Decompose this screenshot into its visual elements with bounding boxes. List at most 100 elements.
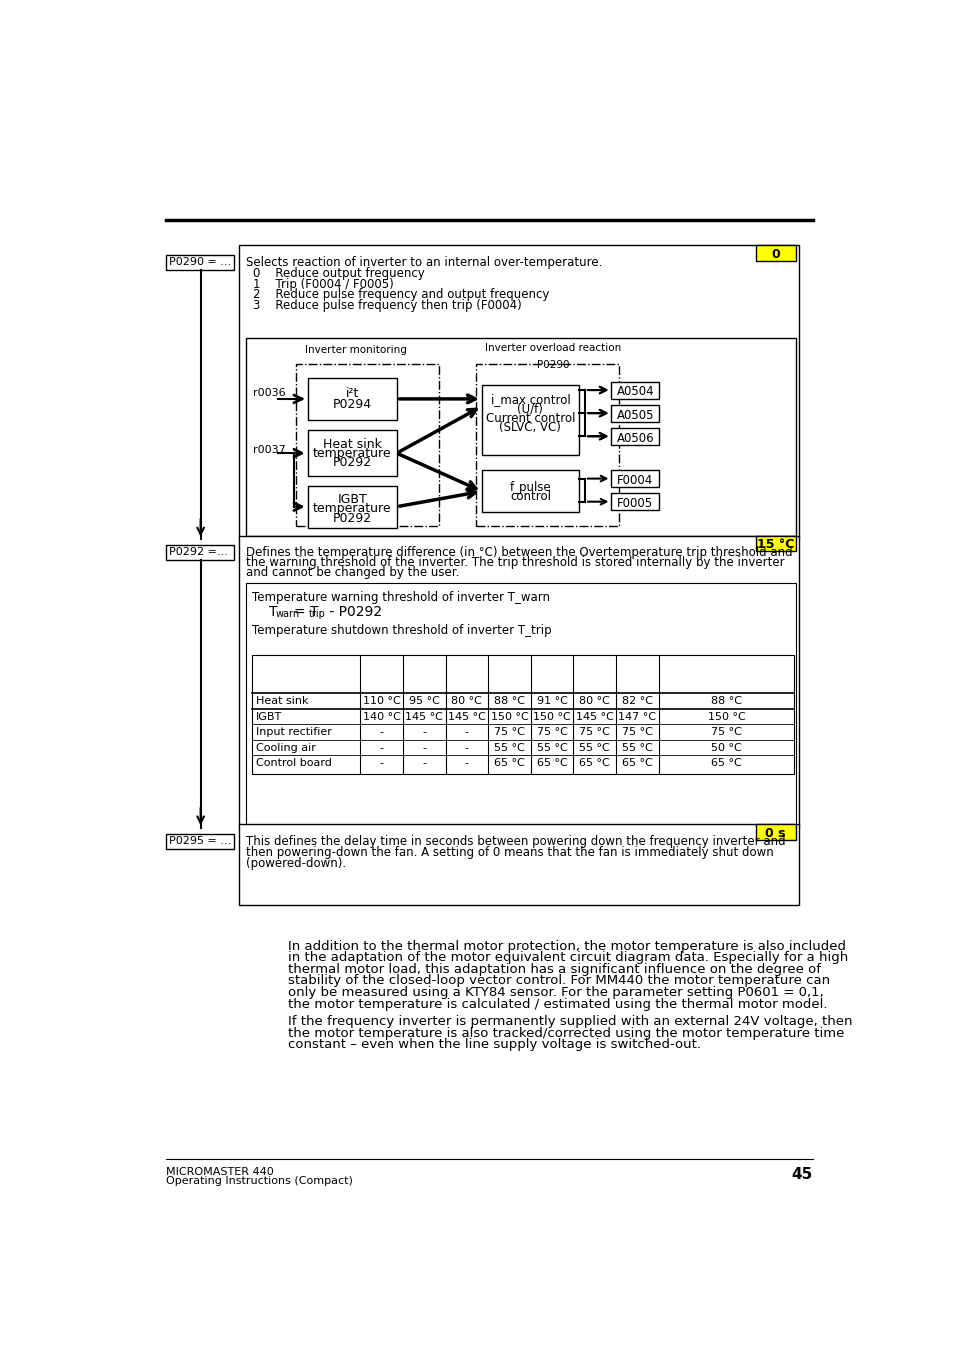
Text: 75 °C: 75 °C [578,727,610,738]
FancyBboxPatch shape [611,493,659,511]
FancyBboxPatch shape [245,584,795,825]
Text: -: - [422,758,426,769]
Text: -: - [379,743,383,753]
Text: 150 °C: 150 °C [707,712,744,721]
Text: 150 °C: 150 °C [490,712,528,721]
Text: 65 °C: 65 °C [494,758,524,769]
Text: 45: 45 [791,1167,812,1182]
FancyBboxPatch shape [166,544,233,561]
FancyBboxPatch shape [611,405,659,422]
Text: 95 °C: 95 °C [408,697,439,707]
Text: 145 °C: 145 °C [576,712,613,721]
Text: -: - [464,743,468,753]
Text: Defines the temperature difference (in °C) between the Overtemperature trip thre: Defines the temperature difference (in °… [245,546,791,559]
Text: Operating Instructions (Compact): Operating Instructions (Compact) [166,1177,353,1186]
FancyBboxPatch shape [755,535,795,551]
FancyBboxPatch shape [481,470,578,512]
Text: 88 °C: 88 °C [494,697,524,707]
Text: the motor temperature is calculated / estimated using the thermal motor model.: the motor temperature is calculated / es… [288,997,827,1011]
Text: - P0292: - P0292 [324,605,381,619]
Text: r0036: r0036 [253,389,285,399]
Text: i_max control: i_max control [490,393,570,407]
Text: F0004: F0004 [617,474,653,486]
Text: in the adaptation of the motor equivalent circuit diagram data. Especially for a: in the adaptation of the motor equivalen… [288,951,847,965]
Text: 75 °C: 75 °C [494,727,524,738]
Text: 0: 0 [770,247,780,261]
Text: then powering-down the fan. A setting of 0 means that the fan is immediately shu: then powering-down the fan. A setting of… [245,846,773,859]
Text: 110 °C: 110 °C [362,697,400,707]
Text: and cannot be changed by the user.: and cannot be changed by the user. [245,566,458,580]
Text: temperature: temperature [313,503,391,516]
Text: -: - [464,727,468,738]
FancyBboxPatch shape [239,246,798,538]
FancyBboxPatch shape [481,385,578,455]
Text: P0292 =...: P0292 =... [169,547,228,557]
Text: thermal motor load, this adaptation has a significant influence on the degree of: thermal motor load, this adaptation has … [288,963,821,975]
Text: If the frequency inverter is permanently supplied with an external 24V voltage, : If the frequency inverter is permanently… [288,1016,852,1028]
Text: 145 °C: 145 °C [405,712,443,721]
Text: 145 °C: 145 °C [447,712,485,721]
Text: MICROMASTER 440: MICROMASTER 440 [166,1167,274,1177]
Text: 55 °C: 55 °C [621,743,652,753]
Text: (SLVC, VC): (SLVC, VC) [499,422,560,434]
Text: Temperature warning threshold of inverter T_warn: Temperature warning threshold of inverte… [252,590,549,604]
Text: Input rectifier: Input rectifier [255,727,332,738]
Text: 55 °C: 55 °C [578,743,610,753]
Text: 150 °C: 150 °C [533,712,570,721]
Text: A0506: A0506 [616,431,654,444]
Text: 55 °C: 55 °C [537,743,567,753]
Text: the warning threshold of the inverter. The trip threshold is stored internally b: the warning threshold of the inverter. T… [245,557,783,569]
Text: T: T [269,605,277,619]
Text: 75 °C: 75 °C [537,727,567,738]
Text: trip: trip [309,609,326,619]
Text: 80 °C: 80 °C [578,697,610,707]
FancyBboxPatch shape [239,824,798,905]
Text: In addition to the thermal motor protection, the motor temperature is also inclu: In addition to the thermal motor protect… [288,940,845,952]
FancyBboxPatch shape [307,430,396,477]
Text: 65 °C: 65 °C [578,758,610,769]
Text: P0294: P0294 [333,397,372,411]
FancyBboxPatch shape [166,254,233,270]
Text: 140 °C: 140 °C [362,712,400,721]
Text: A0505: A0505 [616,408,654,422]
Text: i²t: i²t [345,386,358,400]
Text: 3    Reduce pulse frequency then trip (F0004): 3 Reduce pulse frequency then trip (F000… [253,299,521,312]
FancyBboxPatch shape [611,428,659,444]
Text: (U/f): (U/f) [517,403,543,415]
Text: 65 °C: 65 °C [537,758,567,769]
Text: 147 °C: 147 °C [618,712,656,721]
FancyBboxPatch shape [252,655,794,774]
FancyBboxPatch shape [611,381,659,399]
Text: 80 °C: 80 °C [451,697,482,707]
Text: 0 s: 0 s [764,827,785,839]
FancyBboxPatch shape [166,834,233,848]
Text: 82 °C: 82 °C [621,697,652,707]
Text: = T: = T [294,605,317,619]
Text: the motor temperature is also tracked/corrected using the motor temperature time: the motor temperature is also tracked/co… [288,1027,843,1040]
Text: F0005: F0005 [617,497,653,511]
Text: 55 °C: 55 °C [494,743,524,753]
Text: (powered-down).: (powered-down). [245,857,345,870]
Text: f_pulse: f_pulse [509,481,551,494]
Text: 15 °C: 15 °C [756,538,794,551]
Text: -: - [379,727,383,738]
Text: 65 °C: 65 °C [710,758,741,769]
Text: only be measured using a KTY84 sensor. For the parameter setting P0601 = 0,1,: only be measured using a KTY84 sensor. F… [288,986,823,998]
FancyBboxPatch shape [307,485,396,528]
Text: 75 °C: 75 °C [621,727,652,738]
Text: temperature: temperature [313,447,391,461]
FancyBboxPatch shape [245,338,795,536]
Text: control: control [509,490,550,503]
Text: P0290 = ...: P0290 = ... [169,257,231,267]
Text: P0292: P0292 [333,512,372,524]
Text: 0    Reduce output frequency: 0 Reduce output frequency [253,267,425,280]
Text: Selects reaction of inverter to an internal over-temperature.: Selects reaction of inverter to an inter… [245,257,601,269]
Text: stability of the closed-loop vector control. For MM440 the motor temperature can: stability of the closed-loop vector cont… [288,974,829,988]
Text: P0290: P0290 [537,359,569,370]
Text: 1    Trip (F0004 / F0005): 1 Trip (F0004 / F0005) [253,277,394,290]
Text: 75 °C: 75 °C [710,727,741,738]
Text: -: - [379,758,383,769]
Text: -: - [464,758,468,769]
FancyBboxPatch shape [755,246,795,261]
Text: P0295 = ...: P0295 = ... [169,836,231,846]
